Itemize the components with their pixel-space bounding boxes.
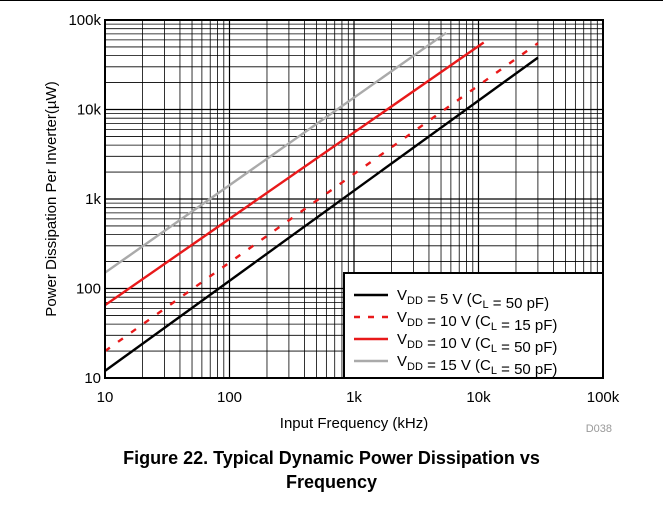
figure-code: D038 <box>586 423 612 435</box>
x-axis-label: Input Frequency (kHz) <box>280 415 428 432</box>
y-tick-label: 10k <box>77 102 102 119</box>
legend-label-vdd5-cl50: VDD = 5 V (CL = 50 pF) <box>397 287 549 312</box>
series-line-vdd15-cl50 <box>105 31 447 274</box>
y-axis-label: Power Dissipation Per Inverter(µW) <box>43 81 60 316</box>
y-tick-label: 1k <box>85 191 101 208</box>
x-tick-label: 100 <box>217 389 242 406</box>
figure-caption-line-2: Frequency <box>285 472 378 492</box>
top-rule <box>0 0 663 1</box>
legend-label-vdd10-cl15: VDD = 10 V (CL = 15 pF) <box>397 309 557 334</box>
y-tick-label: 10 <box>84 370 101 387</box>
x-tick-label: 1k <box>346 389 362 406</box>
power-dissipation-chart: 10 100 1k 10k 100k 10 100 1k 10k 100k Input Freq… <box>43 12 620 435</box>
figure-caption-line-1: Figure 22. Typical Dynamic Power Dissipa… <box>123 448 540 468</box>
y-tick-label: 100k <box>68 12 101 29</box>
x-tick-label: 10 <box>97 389 114 406</box>
legend-label-vdd10-cl50: VDD = 10 V (CL = 50 pF) <box>397 331 557 356</box>
y-tick-label: 100 <box>76 281 101 298</box>
legend: VDD = 5 V (CL = 50 pF)VDD = 10 V (CL = 1… <box>343 272 604 379</box>
legend-label-vdd15-cl50: VDD = 15 V (CL = 50 pF) <box>397 353 557 378</box>
y-tick-labels: 10 100 1k 10k 100k <box>68 12 101 387</box>
x-tick-label: 10k <box>466 389 491 406</box>
series-line-vdd10-cl50 <box>105 41 485 307</box>
series-line-vdd5-cl50 <box>105 56 539 372</box>
x-tick-labels: 10 100 1k 10k 100k <box>97 389 620 406</box>
x-tick-label: 100k <box>587 389 620 406</box>
series-lines <box>105 31 539 372</box>
